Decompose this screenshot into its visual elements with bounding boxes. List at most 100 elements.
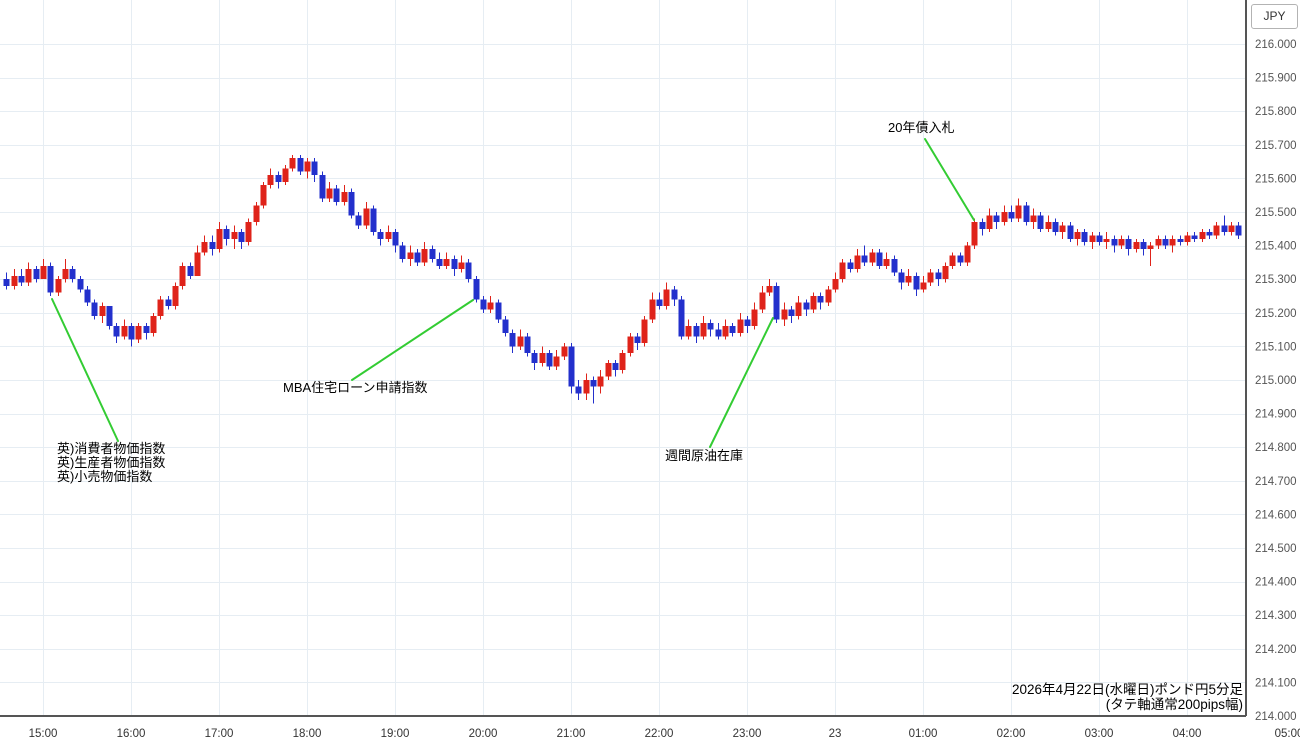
candle-body (1023, 205, 1030, 223)
time-tick-label: 20:00 (469, 728, 498, 740)
candle-body (143, 326, 150, 333)
candle-body (861, 255, 868, 263)
candle-body (245, 222, 252, 243)
candle-body (1015, 205, 1022, 219)
candle-body (641, 319, 648, 344)
candle-body (979, 222, 986, 229)
price-tick-label: 214.200 (1255, 644, 1297, 656)
candle-body (465, 262, 472, 280)
candle-body (150, 316, 157, 333)
candle-body (517, 336, 524, 347)
axis-frame (0, 0, 1247, 717)
candle-body (561, 346, 568, 357)
candle-body (201, 242, 208, 253)
candle-body (106, 306, 113, 327)
candle-body (1191, 235, 1198, 239)
price-tick-label: 214.500 (1255, 543, 1297, 555)
candle-body (282, 168, 289, 182)
candle-body (905, 275, 912, 283)
time-tick-label: 17:00 (205, 728, 234, 740)
candle-body (260, 185, 267, 206)
candle-body (553, 356, 560, 367)
candle-body (751, 309, 758, 327)
candle-body (326, 188, 333, 199)
candle-body (1147, 245, 1154, 249)
candle-body (157, 299, 164, 317)
candle-body (1206, 232, 1213, 236)
candle-body (377, 232, 384, 239)
annotation-weekly-crude-oil: 週間原油在庫 (665, 317, 774, 463)
candle-body (971, 222, 978, 246)
candle-body (832, 279, 839, 290)
candle-body (847, 262, 854, 270)
candle-body (1184, 235, 1191, 243)
time-tick-label: 16:00 (117, 728, 146, 740)
price-tick-label: 214.100 (1255, 677, 1297, 689)
candle-body (737, 319, 744, 333)
candle-body (194, 252, 201, 276)
candle-body (1103, 238, 1110, 243)
candle-body (495, 302, 502, 320)
candle-body (1045, 222, 1052, 229)
candle-body (678, 299, 685, 337)
annotation-label: 英)消費者物価指数英)生産者物価指数英)小売物価指数 (57, 441, 165, 484)
price-tick-label: 215.100 (1255, 341, 1297, 353)
time-tick-label: 18:00 (293, 728, 322, 740)
candle-body (700, 322, 707, 337)
candle-body (392, 232, 399, 246)
candle-body (84, 289, 91, 303)
candle-body (436, 259, 443, 266)
candle-body (1001, 212, 1008, 223)
candle-body (121, 326, 128, 337)
candle-body (773, 285, 780, 320)
candle-body (1074, 232, 1081, 239)
candle-body (759, 292, 766, 310)
price-tick-label: 215.900 (1255, 73, 1297, 85)
candle-body (619, 353, 626, 370)
candle-body (69, 269, 76, 280)
price-tick-label: 214.400 (1255, 577, 1297, 589)
candle-body (707, 322, 714, 330)
candle-body (766, 285, 773, 293)
candle-body (319, 175, 326, 199)
candle-body (685, 326, 692, 337)
candle-body (289, 158, 296, 169)
candle-body (898, 272, 905, 283)
candle-body (663, 289, 670, 307)
annotation-pointer-line (51, 298, 119, 442)
candle-body (25, 269, 32, 283)
candle-body (443, 259, 450, 266)
candle-body (267, 175, 274, 186)
candle-body (913, 275, 920, 290)
candle-body (597, 376, 604, 387)
candle-body (414, 252, 421, 263)
price-tick-label: 215.000 (1255, 375, 1297, 387)
candle-body (216, 228, 223, 249)
price-tick-label: 215.600 (1255, 173, 1297, 185)
candle-body (40, 265, 47, 280)
candle-body (568, 346, 575, 387)
candle-body (304, 161, 311, 172)
candle-body (810, 296, 817, 310)
candle-body (502, 319, 509, 333)
candle-body (1125, 238, 1132, 249)
candle-body (817, 296, 824, 303)
caption-date-pair-label: 2026年4月22日(水曜日)ポンド円5分足 (1011, 682, 1243, 697)
candle-body (11, 275, 18, 286)
candle-body (385, 232, 392, 239)
time-tick-label: 19:00 (381, 728, 410, 740)
candle-body (1155, 238, 1162, 246)
candle-body (77, 279, 84, 290)
candle-body (458, 262, 465, 270)
candle-body (656, 299, 663, 307)
candle-body (91, 302, 98, 317)
annotation-jgb-20y-auction: 20年債入札 (888, 120, 975, 221)
candle-body (451, 259, 458, 270)
candle-body (883, 259, 890, 266)
candle-body (223, 228, 230, 239)
price-tick-label: 215.500 (1255, 207, 1297, 219)
price-tick-label: 214.300 (1255, 610, 1297, 622)
